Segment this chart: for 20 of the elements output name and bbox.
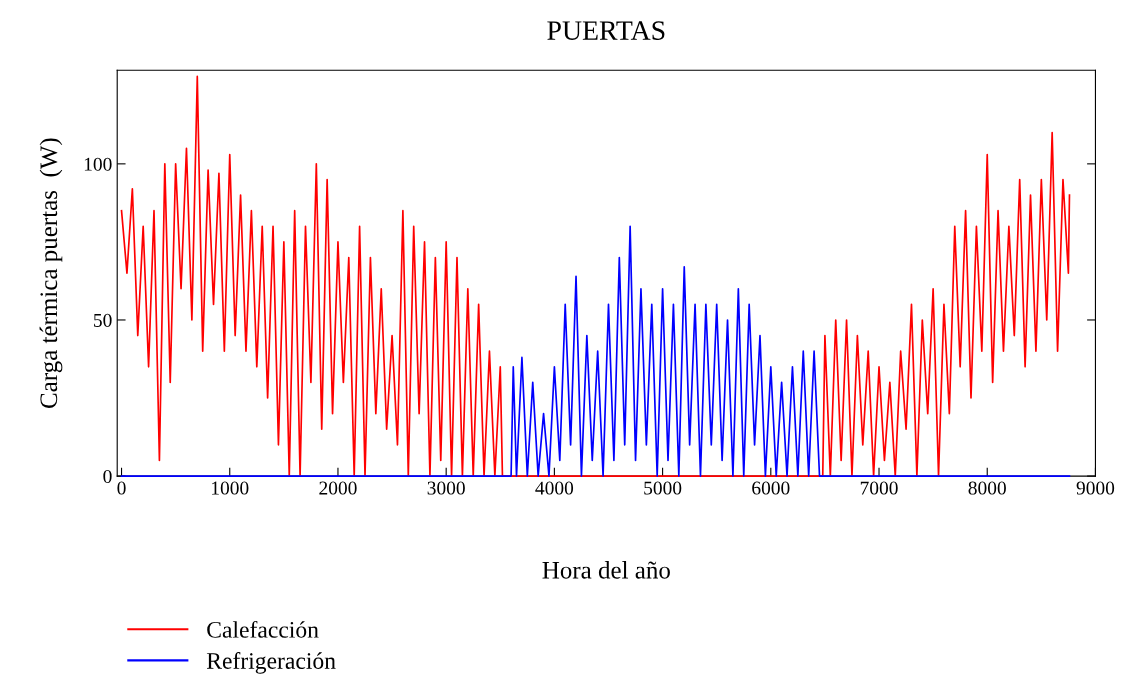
x-tick-label: 1000 bbox=[212, 481, 249, 495]
y-tick-label: 0 bbox=[103, 469, 112, 484]
y-axis-title: Carga térmica puertas (W) bbox=[39, 138, 63, 408]
line-series bbox=[120, 225, 1071, 477]
x-tick-label: 2000 bbox=[319, 481, 357, 495]
y-tick-label: 100 bbox=[84, 157, 112, 171]
chart-title: PUERTAS bbox=[547, 21, 665, 40]
x-tick-label: 8000 bbox=[968, 481, 1006, 495]
x-tick-label: 4000 bbox=[535, 481, 574, 495]
line-series bbox=[120, 75, 1071, 477]
y-tick-label: 50 bbox=[94, 313, 112, 327]
x-tick-label: 6000 bbox=[752, 481, 790, 495]
x-tick-label: 0 bbox=[117, 481, 126, 495]
x-tick-label: 9000 bbox=[1076, 481, 1115, 495]
x-tick-label: 3000 bbox=[427, 481, 465, 495]
legend-label: Refrigeración bbox=[206, 652, 336, 674]
x-axis-title: Hora del año bbox=[542, 561, 670, 579]
x-tick-label: 5000 bbox=[644, 481, 682, 495]
legend-label: Calefacción bbox=[207, 620, 319, 638]
x-tick-label: 7000 bbox=[860, 481, 898, 495]
